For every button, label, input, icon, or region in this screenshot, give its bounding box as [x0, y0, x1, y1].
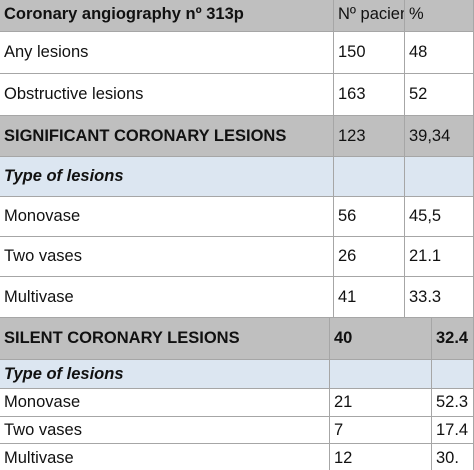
header-cell: Nº pacients — [334, 0, 405, 32]
table-cell: 32.4 — [432, 318, 474, 360]
header-cell: % — [405, 0, 474, 32]
table-cell: 45,5 — [405, 197, 474, 237]
table-cell: 21 — [330, 389, 432, 417]
table-cell: Obstructive lesions — [0, 74, 334, 116]
table-cell: 52 — [405, 74, 474, 116]
table-cell: 26 — [334, 237, 405, 277]
table-cell: 12 — [330, 444, 432, 470]
table-cell: SILENT CORONARY LESIONS — [0, 318, 330, 360]
table-cell: 150 — [334, 32, 405, 74]
table-cell: Two vases — [0, 417, 330, 444]
table-cell: Multivase — [0, 444, 330, 470]
table-cell: 40 — [330, 318, 432, 360]
table-cell: Type of lesions — [0, 157, 334, 197]
empty-cell — [405, 157, 474, 197]
header-cell: Coronary angiography nº 313p — [0, 0, 334, 32]
table-cell: Two vases — [0, 237, 334, 277]
table-cell: 17.4 — [432, 417, 474, 444]
table-cell: 41 — [334, 277, 405, 318]
table-cell: Type of lesions — [0, 360, 330, 389]
table-cell: 56 — [334, 197, 405, 237]
table-cell: 33.3 — [405, 277, 474, 318]
empty-cell — [330, 360, 432, 389]
table-cell: 39,34 — [405, 116, 474, 157]
table-cell: SIGNIFICANT CORONARY LESIONS — [0, 116, 334, 157]
table-cell: 30. — [432, 444, 474, 470]
table-cell: Monovase — [0, 389, 330, 417]
table-cell: 52.3 — [432, 389, 474, 417]
table-cell: 48 — [405, 32, 474, 74]
table-cell: 21.1 — [405, 237, 474, 277]
empty-cell — [432, 360, 474, 389]
table-cell: Multivase — [0, 277, 334, 318]
table-cell: 123 — [334, 116, 405, 157]
table-cell: Any lesions — [0, 32, 334, 74]
empty-cell — [334, 157, 405, 197]
table-cell: 7 — [330, 417, 432, 444]
table-cell: 163 — [334, 74, 405, 116]
table-cell: Monovase — [0, 197, 334, 237]
